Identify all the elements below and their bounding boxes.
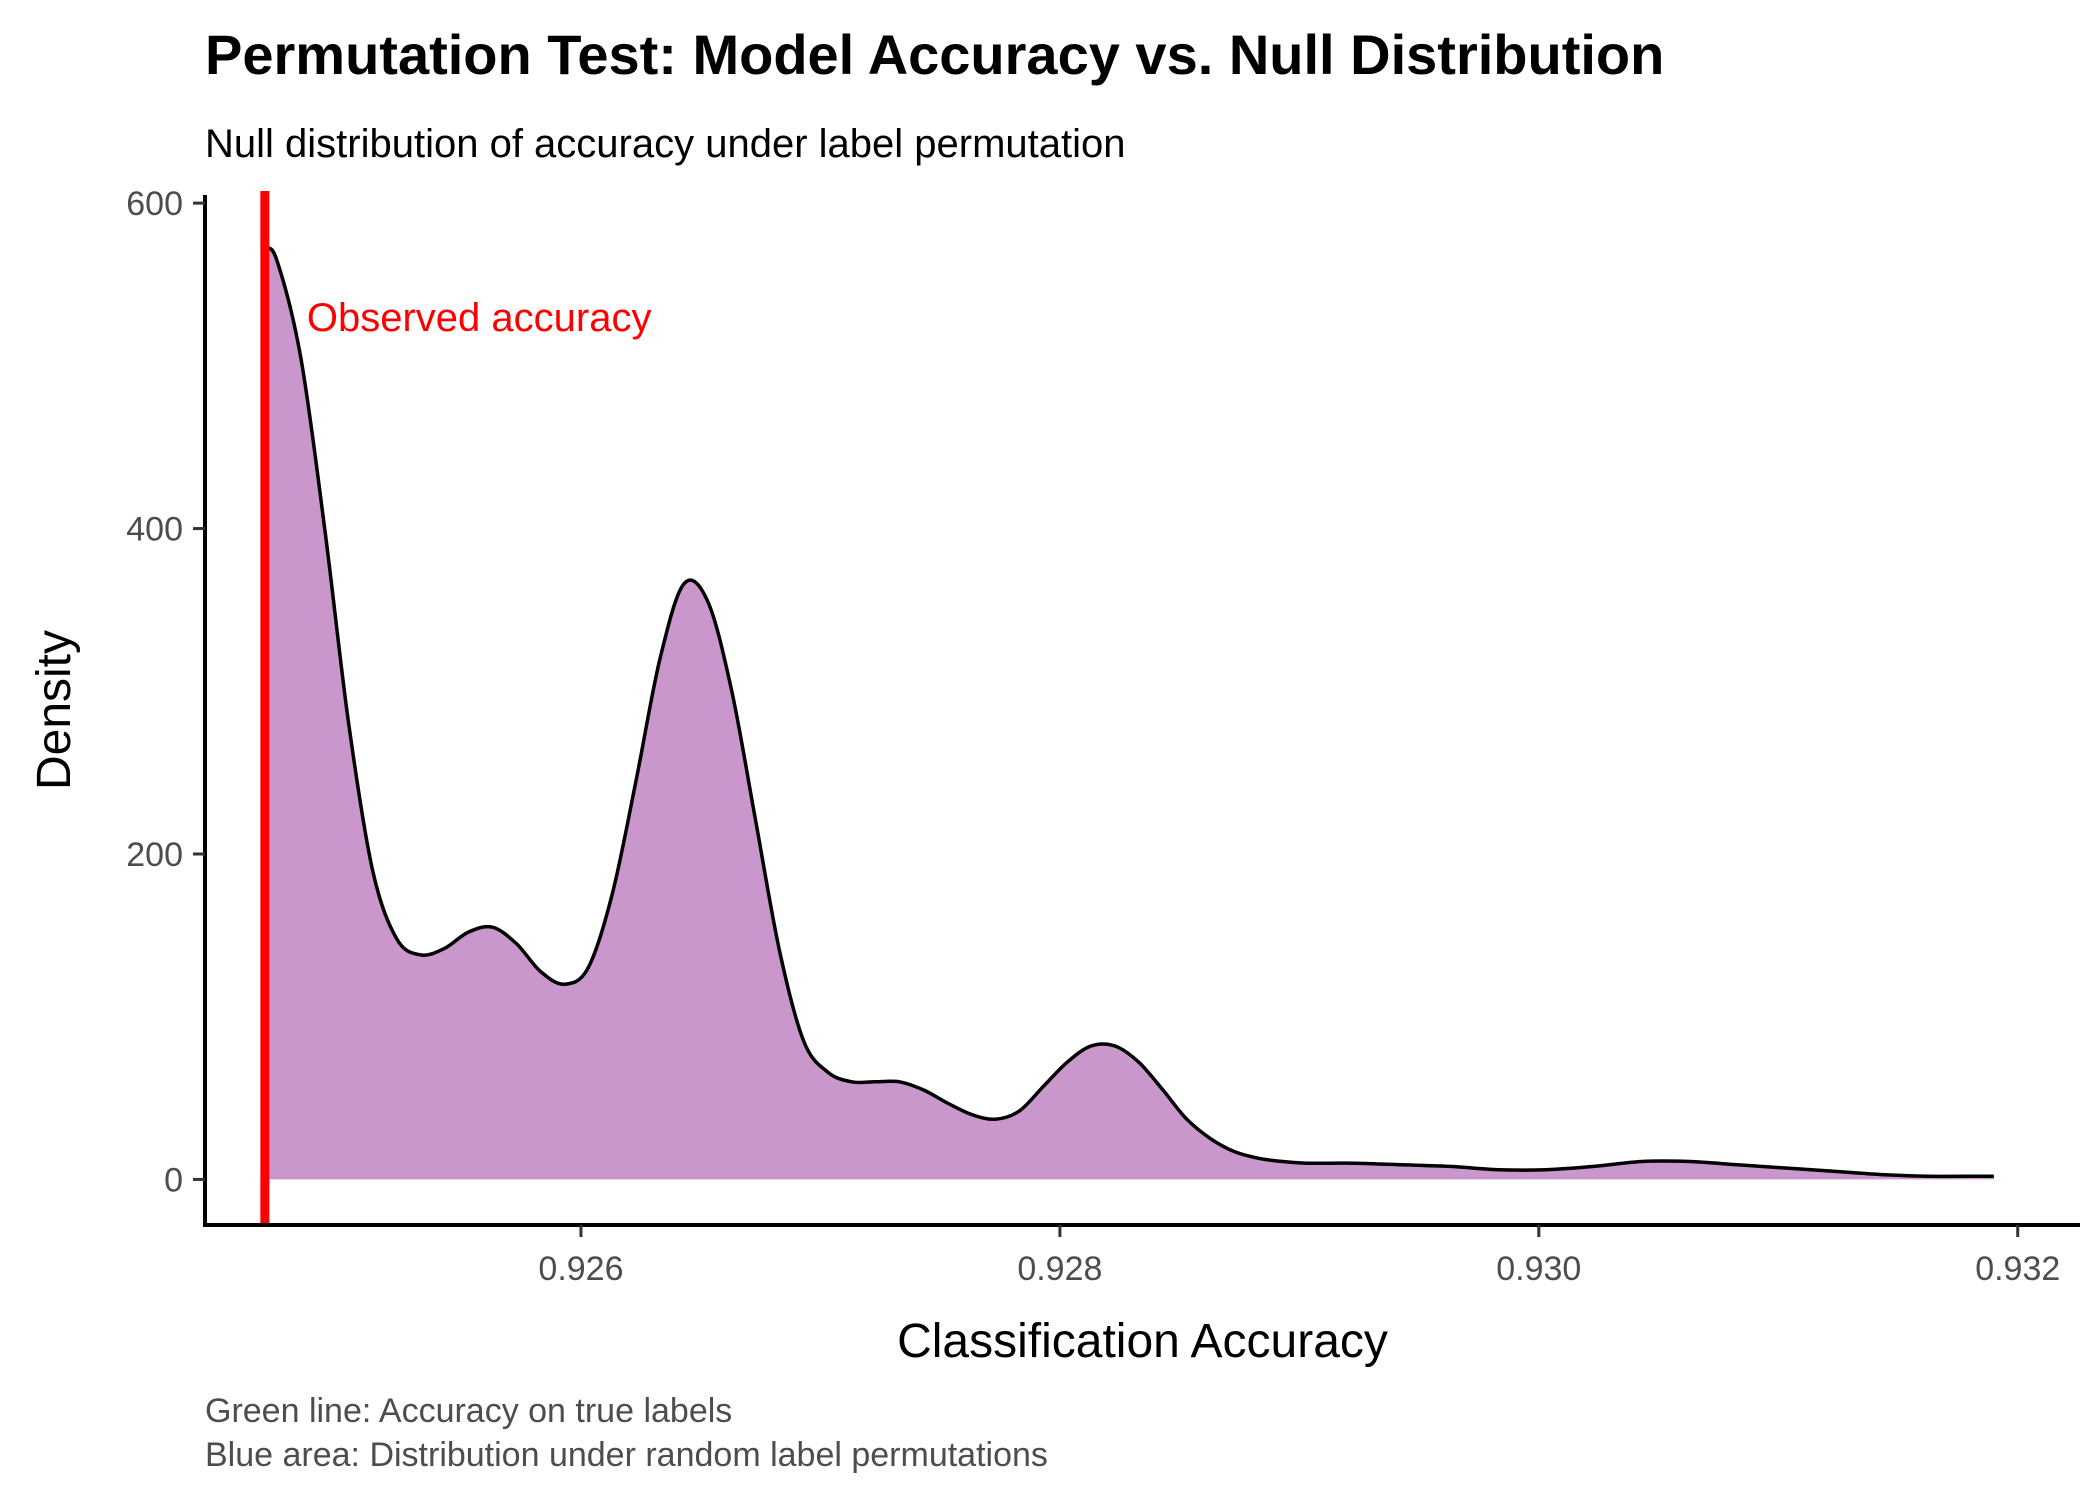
y-tick-label: 600 — [126, 185, 183, 223]
y-tick-label: 400 — [126, 511, 183, 549]
x-tick-label: 0.928 — [1017, 1250, 1102, 1288]
x-axis-ticks: 0.926 0.928 0.930 0.932 — [538, 1225, 2060, 1288]
caption-line-1: Green line: Accuracy on true labels — [205, 1392, 732, 1430]
density-area — [264, 248, 1994, 1180]
x-tick-label: 0.930 — [1496, 1250, 1581, 1288]
plot-area: Observed accuracy — [260, 191, 1994, 1225]
axes: 0 200 400 600 0.926 0.928 0.930 0.932 — [126, 185, 2080, 1288]
chart-title: Permutation Test: Model Accuracy vs. Nul… — [205, 23, 1664, 86]
density-curve — [263, 246, 1994, 1179]
y-tick-label: 200 — [126, 836, 183, 874]
x-tick-label: 0.932 — [1975, 1250, 2060, 1288]
caption-line-2: Blue area: Distribution under random lab… — [205, 1436, 1048, 1474]
y-tick-label: 0 — [164, 1161, 183, 1199]
y-axis-title: Density — [28, 630, 81, 790]
x-axis-title: Classification Accuracy — [897, 1315, 1388, 1368]
observed-accuracy-label: Observed accuracy — [307, 296, 652, 340]
y-axis-ticks: 0 200 400 600 — [126, 185, 205, 1199]
chart-subtitle: Null distribution of accuracy under labe… — [205, 122, 1126, 166]
x-tick-label: 0.926 — [538, 1250, 623, 1288]
